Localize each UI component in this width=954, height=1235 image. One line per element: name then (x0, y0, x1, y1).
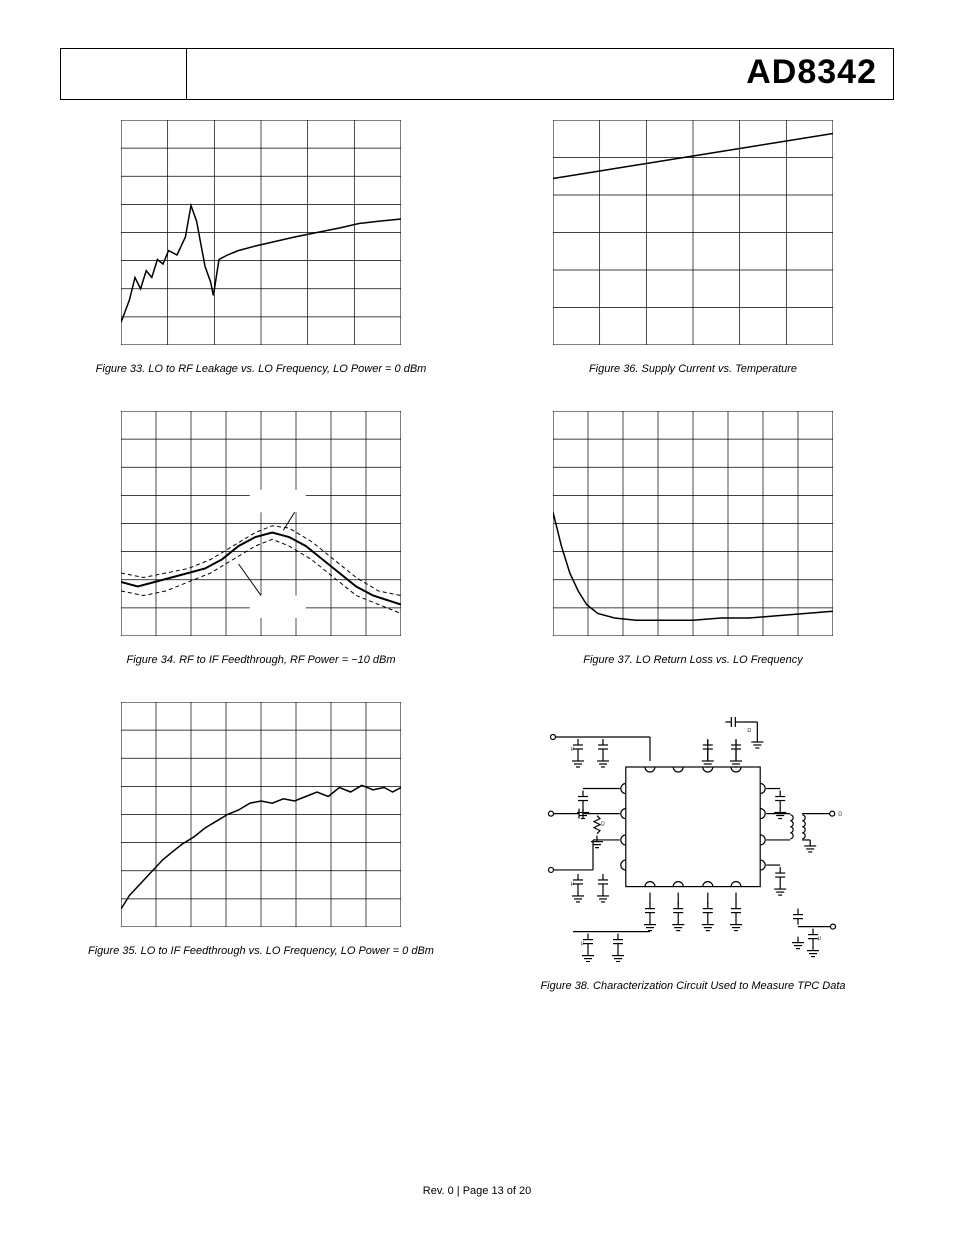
figure-34-chart (121, 411, 401, 636)
figure-38-diagram: µ Ω Ωµ Ωµ µ (533, 702, 853, 962)
figure-35-chart (121, 702, 401, 927)
figure-grid: Figure 33. LO to RF Leakage vs. LO Frequ… (60, 120, 894, 1016)
part-number: AD8342 (746, 53, 877, 92)
svg-text:µ: µ (818, 936, 821, 942)
figure-33-block: Figure 33. LO to RF Leakage vs. LO Frequ… (60, 120, 462, 399)
figure-37-caption: Figure 37. LO Return Loss vs. LO Frequen… (583, 654, 803, 666)
svg-text:Ω: Ω (838, 812, 842, 818)
svg-text:Ω: Ω (747, 728, 751, 734)
figure-36-block: ° Figure 36. Supply Current vs. Temperat… (492, 120, 894, 399)
figure-38-block: µ Ω Ωµ Ωµ µ Figure 38. Characterization Circ… (492, 702, 894, 1016)
figure-36-caption: Figure 36. Supply Current vs. Temperatur… (589, 363, 797, 375)
figure-35-caption: Figure 35. LO to IF Feedthrough vs. LO F… (88, 945, 434, 957)
figure-37-block: Figure 37. LO Return Loss vs. LO Frequen… (492, 411, 894, 690)
figure-34-block: Figure 34. RF to IF Feedthrough, RF Powe… (60, 411, 462, 690)
figure-36-chart: ° (553, 120, 833, 345)
figure-37-chart (553, 411, 833, 636)
svg-text:µ: µ (571, 881, 574, 887)
figure-38-caption: Figure 38. Characterization Circuit Used… (540, 980, 845, 992)
svg-text:Ω: Ω (601, 822, 605, 828)
figure-35-block: Figure 35. LO to IF Feedthrough vs. LO F… (60, 702, 462, 1016)
figure-33-chart (121, 120, 401, 345)
svg-text:µ: µ (581, 941, 584, 947)
figure-34-caption: Figure 34. RF to IF Feedthrough, RF Powe… (126, 654, 395, 666)
svg-text:µ: µ (571, 746, 574, 752)
page-footer: Rev. 0 | Page 13 of 20 (0, 1185, 954, 1197)
figure-33-caption: Figure 33. LO to RF Leakage vs. LO Frequ… (96, 363, 427, 375)
header-rule: AD8342 (60, 48, 894, 100)
